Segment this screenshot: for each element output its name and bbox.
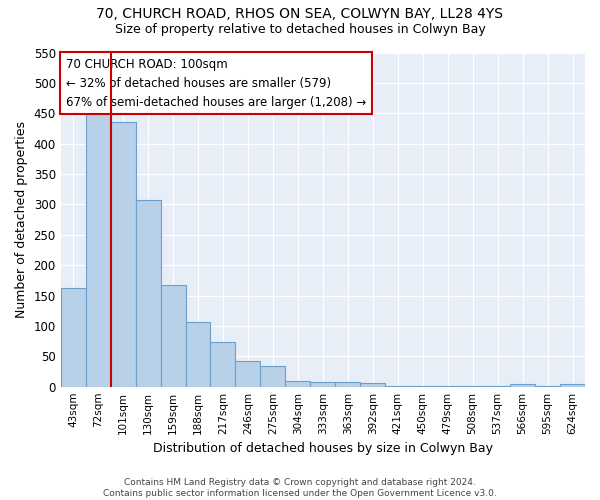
X-axis label: Distribution of detached houses by size in Colwyn Bay: Distribution of detached houses by size … bbox=[153, 442, 493, 455]
Text: Contains HM Land Registry data © Crown copyright and database right 2024.
Contai: Contains HM Land Registry data © Crown c… bbox=[103, 478, 497, 498]
Text: 70, CHURCH ROAD, RHOS ON SEA, COLWYN BAY, LL28 4YS: 70, CHURCH ROAD, RHOS ON SEA, COLWYN BAY… bbox=[97, 8, 503, 22]
Bar bbox=[235, 360, 260, 386]
Bar bbox=[510, 384, 535, 386]
Y-axis label: Number of detached properties: Number of detached properties bbox=[15, 121, 28, 318]
Bar bbox=[335, 382, 360, 386]
Bar bbox=[310, 382, 335, 386]
Bar bbox=[560, 384, 585, 386]
Bar bbox=[286, 380, 310, 386]
Bar bbox=[211, 342, 235, 386]
Bar bbox=[110, 122, 136, 386]
Text: Size of property relative to detached houses in Colwyn Bay: Size of property relative to detached ho… bbox=[115, 22, 485, 36]
Text: 70 CHURCH ROAD: 100sqm
← 32% of detached houses are smaller (579)
67% of semi-de: 70 CHURCH ROAD: 100sqm ← 32% of detached… bbox=[66, 58, 366, 108]
Bar bbox=[136, 200, 161, 386]
Bar bbox=[185, 322, 211, 386]
Bar bbox=[260, 366, 286, 386]
Bar bbox=[360, 383, 385, 386]
Bar bbox=[86, 114, 110, 386]
Bar bbox=[61, 288, 86, 386]
Bar bbox=[161, 285, 185, 386]
